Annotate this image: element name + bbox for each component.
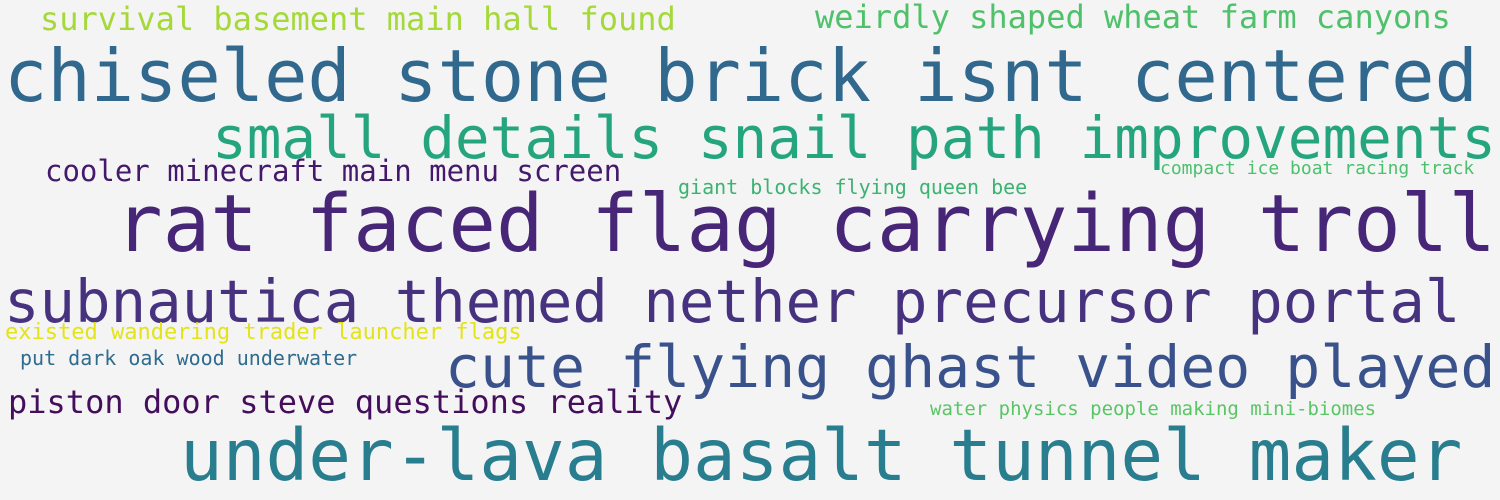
phrase-small-details: small details snail path improvements (212, 104, 1496, 172)
phrase-cute-flying-ghast: cute flying ghast video played (445, 333, 1496, 401)
phrase-existed-wandering: existed wandering trader launcher flags (5, 320, 522, 345)
phrase-water-physics: water physics people making mini-biomes (930, 398, 1377, 420)
phrase-survival-basement: survival basement main hall found (40, 0, 676, 38)
phrase-cooler-minecraft: cooler minecraft main menu screen (45, 154, 622, 188)
phrase-compact-ice-boat: compact ice boat racing track (1160, 158, 1475, 179)
phrase-rat-faced: rat faced flag carrying troll (115, 178, 1496, 270)
phrase-weirdly-shaped: weirdly shaped wheat farm canyons (815, 0, 1451, 36)
phrase-giant-blocks: giant blocks flying queen bee (678, 175, 1028, 199)
phrase-subnautica-themed: subnautica themed nether precursor porta… (4, 267, 1461, 336)
phrase-piston-door: piston door steve questions reality (8, 383, 683, 421)
phrase-under-lava: under-lava basalt tunnel maker (180, 414, 1463, 497)
phrase-chiseled-stone: chiseled stone brick isnt centered (4, 34, 1478, 118)
phrase-put-dark-oak: put dark oak wood underwater (20, 346, 358, 370)
